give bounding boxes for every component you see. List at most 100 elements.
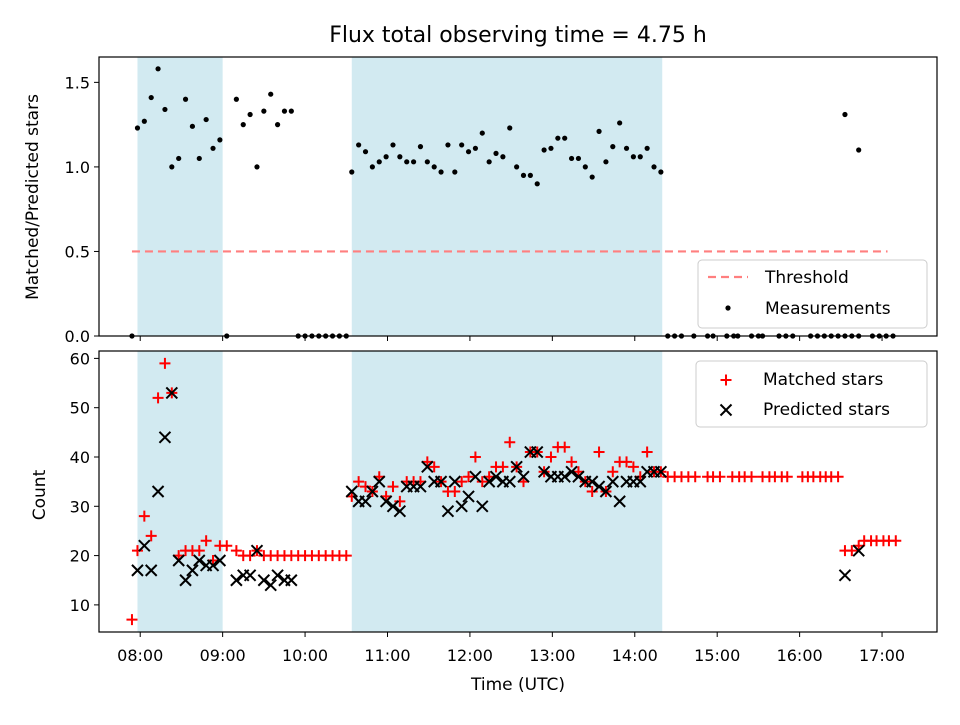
predicted-star-point xyxy=(455,500,468,513)
measurement-point xyxy=(548,145,554,151)
measurement-point xyxy=(247,111,253,118)
measurement-point xyxy=(479,130,485,136)
measurement-point xyxy=(493,150,499,156)
measurement-point xyxy=(404,159,410,165)
predicted-star-point xyxy=(373,475,386,488)
legend-matched-label: Matched stars xyxy=(763,370,883,390)
predicted-star-point xyxy=(572,470,585,483)
legend-box xyxy=(697,259,928,329)
measurement-point xyxy=(196,155,202,162)
measurement-point xyxy=(217,137,223,143)
x-tick-label: 14:00 xyxy=(612,646,658,665)
y-tick-label: 60 xyxy=(70,349,90,368)
predicted-star-point xyxy=(606,475,619,488)
x-axis-label: Time (UTC) xyxy=(470,675,565,695)
legend-predicted-swatch xyxy=(719,403,733,417)
measurement-point xyxy=(472,145,479,151)
matched-star-point xyxy=(428,461,440,473)
matched-star-point xyxy=(340,550,352,562)
measurement-point xyxy=(527,172,533,178)
measurement-point xyxy=(148,94,154,101)
predicted-star-point xyxy=(250,544,264,557)
measurement-point xyxy=(589,174,595,180)
predicted-star-point xyxy=(469,470,482,483)
legend-matched-swatch xyxy=(720,374,732,386)
matched-star-point xyxy=(641,446,653,458)
predicted-star-point xyxy=(271,569,284,582)
shaded-interval xyxy=(351,57,663,336)
y-tick-label: 50 xyxy=(70,399,90,418)
matched-star-point xyxy=(781,471,793,483)
bottom-plot-frame xyxy=(98,350,938,633)
y-tick-label: 1.0 xyxy=(65,158,90,177)
matched-star-point xyxy=(353,476,365,488)
predicted-star-point xyxy=(489,470,503,483)
matched-star-point xyxy=(244,550,256,562)
chart-title: Flux total observing time = 4.75 h xyxy=(329,23,707,48)
matched-star-point xyxy=(497,461,509,473)
predicted-star-point xyxy=(230,574,243,587)
matched-star-point xyxy=(890,535,902,547)
matched-star-point xyxy=(152,392,164,404)
x-tick-label: 11:00 xyxy=(364,646,410,665)
matched-star-point xyxy=(360,481,372,493)
matched-star-point xyxy=(469,451,481,463)
matched-star-point xyxy=(593,446,605,458)
predicted-star-point xyxy=(448,475,462,488)
measurement-point xyxy=(254,164,260,170)
predicted-star-point xyxy=(838,569,852,582)
measurement-point xyxy=(651,164,657,170)
predicted-star-point xyxy=(852,544,865,557)
legend-measurements-swatch xyxy=(725,305,731,311)
x-tick-label: 13:00 xyxy=(529,646,575,665)
top-plot-frame xyxy=(98,56,938,337)
measurement-point xyxy=(541,147,547,153)
measurement-point xyxy=(431,164,437,170)
measurement-point xyxy=(500,154,506,160)
matched-star-point xyxy=(832,471,844,483)
measurement-point xyxy=(281,108,288,114)
matched-star-point xyxy=(627,461,639,473)
measurement-point xyxy=(534,181,540,187)
predicted-star-point xyxy=(165,386,179,400)
predicted-star-point xyxy=(592,480,606,493)
matched-star-point xyxy=(131,545,143,557)
x-tick-label: 15:00 xyxy=(694,646,740,665)
measurement-point xyxy=(362,149,369,155)
predicted-star-point xyxy=(386,500,400,513)
measurement-point xyxy=(349,169,355,175)
predicted-star-point xyxy=(359,495,372,508)
predicted-star-point xyxy=(565,465,578,478)
matched-star-point xyxy=(159,357,171,369)
bottom-panel: 10 20 30 40 50 60 08:00 09:00 10:00 11:00 12:00 13:… xyxy=(70,349,938,665)
y-tick-label: 20 xyxy=(70,547,90,566)
measurement-point xyxy=(514,164,520,170)
predicted-star-point xyxy=(482,475,496,488)
predicted-star-point xyxy=(138,539,151,552)
measurement-point xyxy=(134,125,141,131)
predicted-star-point xyxy=(193,554,206,567)
measurement-point xyxy=(233,96,239,102)
measurement-point xyxy=(141,118,147,124)
x-tick-label: 16:00 xyxy=(777,646,823,665)
matched-star-point xyxy=(846,545,858,557)
matched-star-point xyxy=(504,436,516,448)
measurement-point xyxy=(562,135,568,141)
predicted-star-point xyxy=(379,495,393,508)
predicted-star-point xyxy=(414,480,427,493)
y-tick-label: 0.0 xyxy=(65,327,90,346)
matched-star-point xyxy=(586,486,598,497)
matched-star-point xyxy=(714,471,726,483)
y-tick-label: 30 xyxy=(70,497,90,516)
measurement-point xyxy=(452,169,458,175)
predicted-star-point xyxy=(634,475,647,488)
y-tick-label: 40 xyxy=(70,448,90,467)
measurement-point xyxy=(189,123,196,129)
shaded-interval xyxy=(137,57,223,336)
predicted-star-point xyxy=(613,495,626,508)
measurement-point xyxy=(383,154,389,160)
measurement-point xyxy=(410,159,417,165)
matched-star-point xyxy=(566,456,578,468)
measurement-point xyxy=(617,120,623,126)
measurement-point xyxy=(644,145,650,151)
